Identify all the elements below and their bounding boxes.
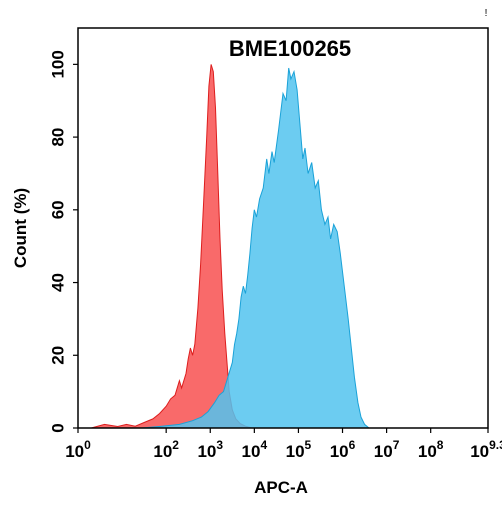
histogram-series-2 [141, 67, 371, 429]
y-axis-title: Count (%) [11, 188, 30, 268]
plot-area: 100 102 103 104 105 106 107 108 109.3 0 20 40 60 80 1… [49, 27, 502, 461]
x-tick-label-0: 100 [65, 438, 91, 461]
x-tick-label-4: 105 [286, 438, 312, 461]
x-axis-ticks: 100 102 103 104 105 106 107 108 109.3 [65, 428, 502, 461]
corner-mark: ! [485, 8, 488, 19]
y-axis-ticks: 0 20 40 60 80 100 [49, 50, 78, 433]
x-tick-label-2: 103 [197, 438, 223, 461]
y-tick-label-0: 0 [49, 423, 68, 432]
y-tick-label-1: 20 [49, 346, 68, 365]
chart-title: BME100265 [229, 36, 351, 61]
x-tick-label-8: 109.3 [470, 438, 502, 461]
plot-frame [77, 27, 489, 429]
x-axis-title: APC-A [254, 478, 308, 497]
x-tick-label-7: 108 [418, 438, 444, 461]
y-tick-label-5: 100 [49, 50, 68, 78]
y-tick-label-3: 60 [49, 200, 68, 219]
series-layer [91, 64, 371, 429]
x-tick-label-5: 106 [330, 438, 356, 461]
y-tick-label-4: 80 [49, 128, 68, 147]
x-tick-label-6: 107 [374, 438, 400, 461]
x-tick-label-3: 104 [242, 438, 268, 461]
histogram-series-1 [91, 64, 253, 429]
x-tick-label-1: 102 [153, 438, 179, 461]
y-tick-label-2: 40 [49, 273, 68, 292]
